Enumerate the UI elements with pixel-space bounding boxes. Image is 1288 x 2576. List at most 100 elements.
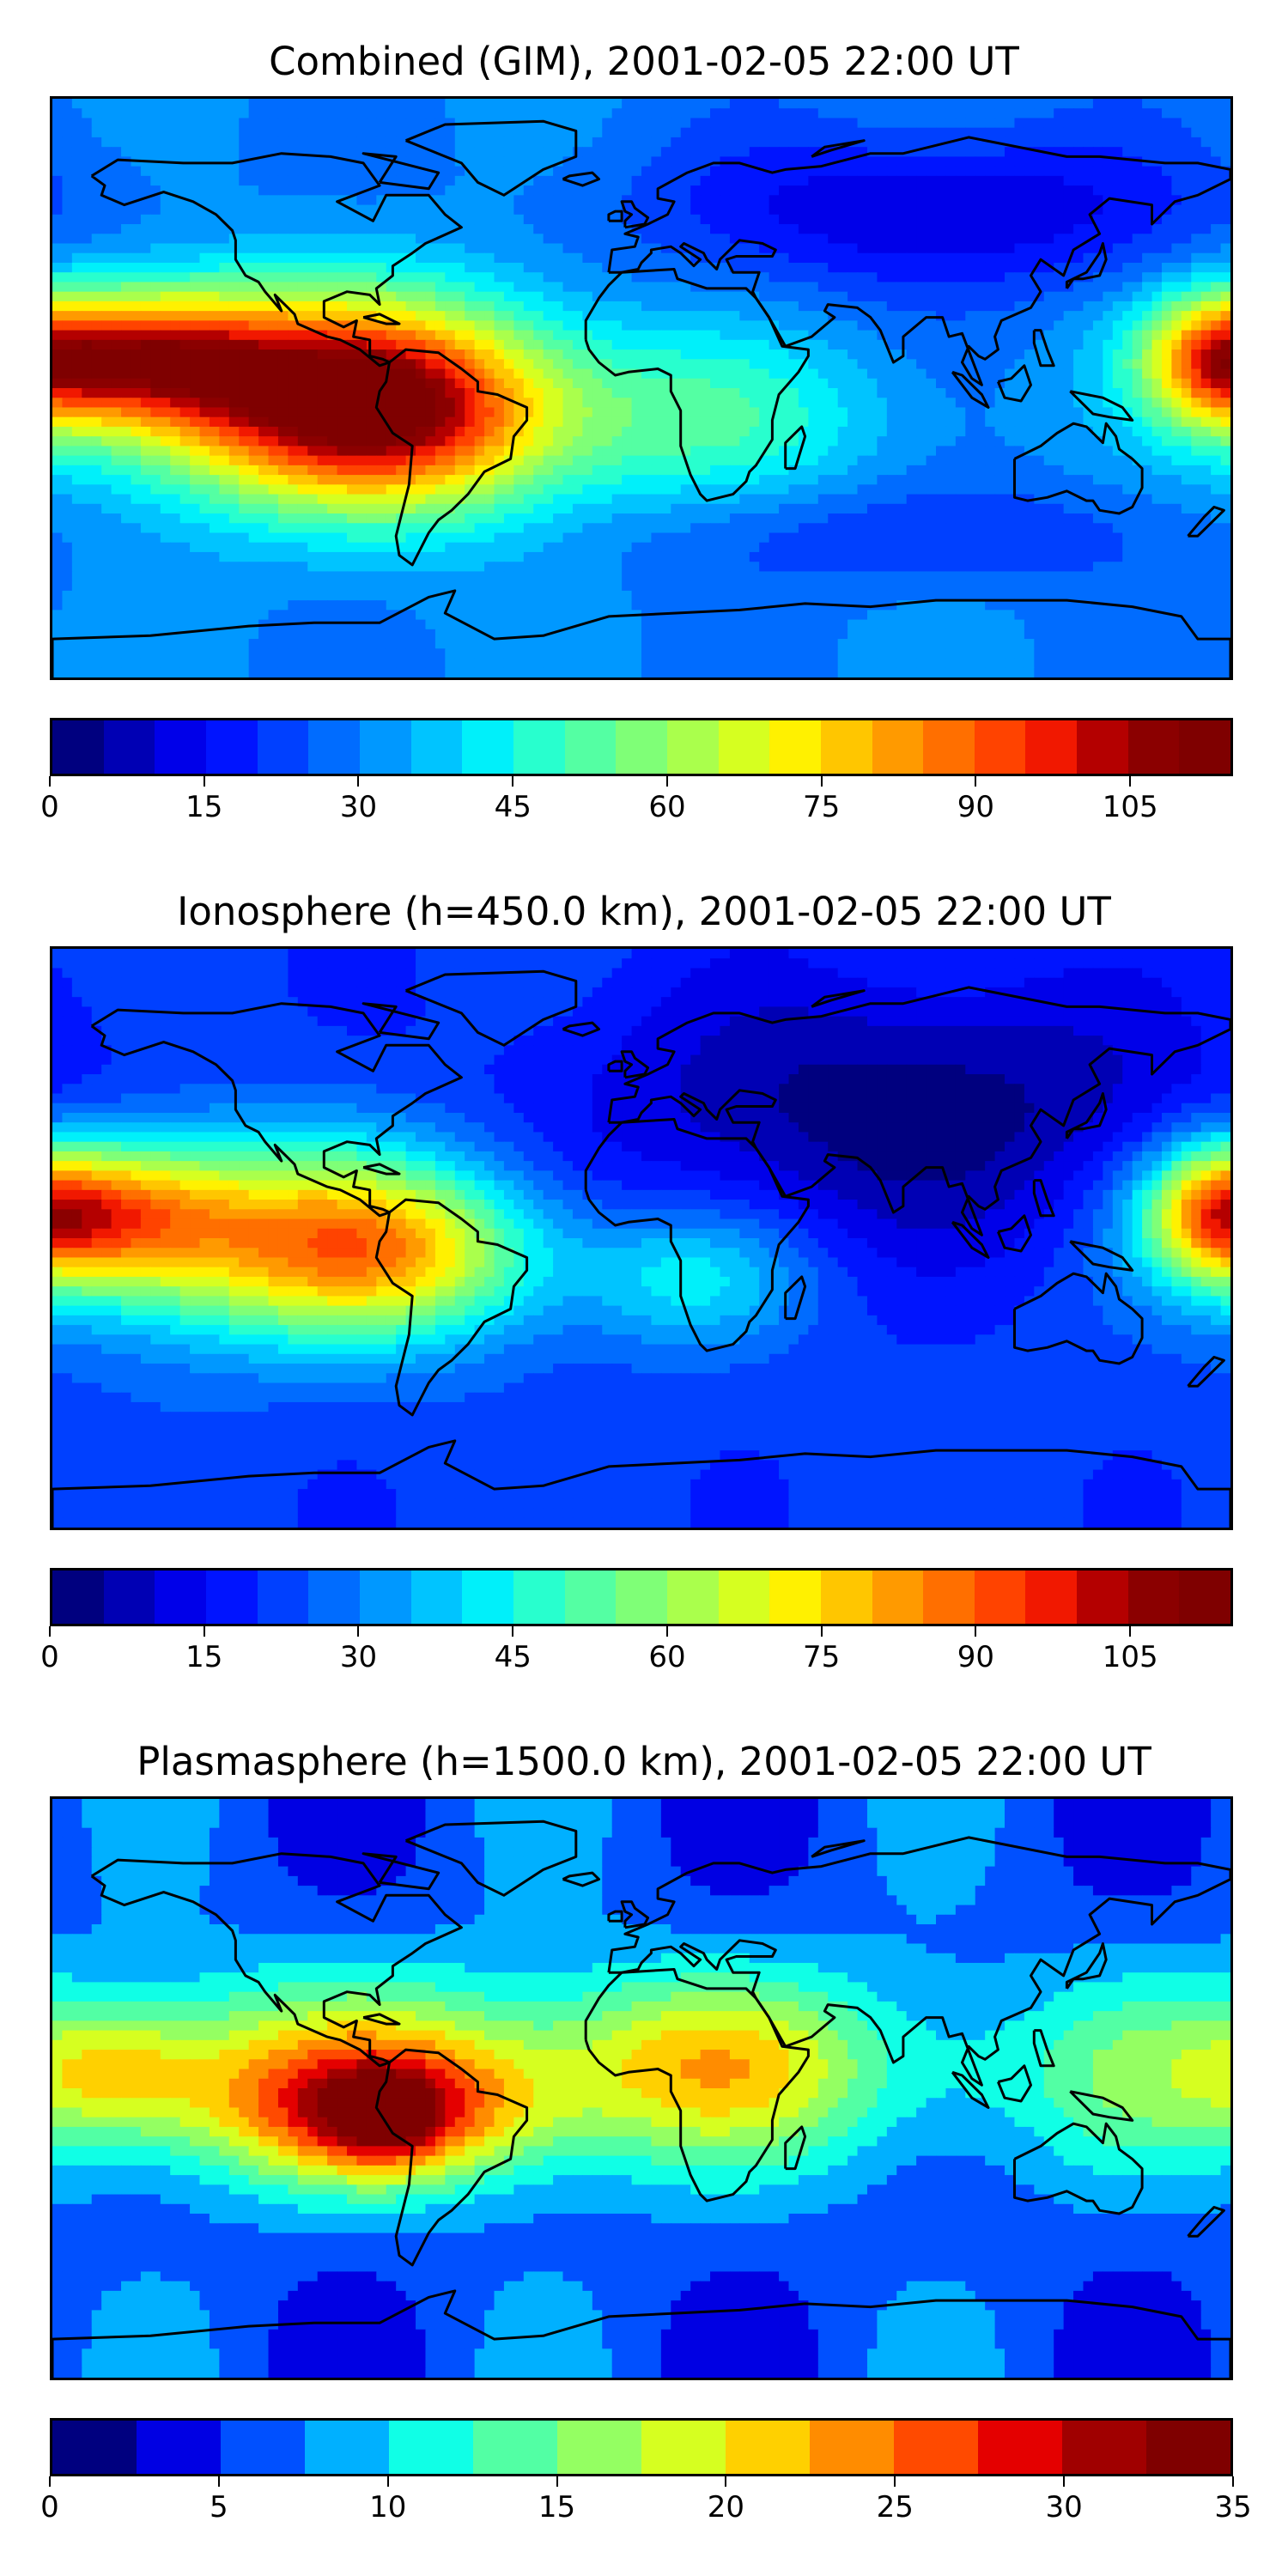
- coastline-eurasia: [607, 1836, 1230, 2087]
- colorbar-segment: [974, 720, 1026, 774]
- colorbar-segment: [820, 1571, 872, 1624]
- colorbar-segment: [1062, 2421, 1146, 2474]
- coastline-iceland: [562, 1021, 600, 1037]
- coastline-new-guinea: [1069, 2090, 1134, 2122]
- colorbar-segment: [1025, 720, 1078, 774]
- colorbar-segment: [923, 1571, 975, 1624]
- colorbar-segment: [103, 720, 155, 774]
- panel-2-title: Ionosphere (h=450.0 km), 2001-02-05 22:0…: [0, 888, 1288, 936]
- coastline-uk: [620, 1900, 650, 1929]
- coastline-philippines: [1032, 329, 1055, 368]
- colorbar-segment: [389, 2421, 473, 2474]
- colorbar-segment: [1179, 720, 1230, 774]
- coastline-philippines: [1032, 2029, 1055, 2068]
- coastline-australia: [1013, 422, 1144, 515]
- colorbar-segment: [1127, 720, 1180, 774]
- coastline-madagascar: [784, 425, 807, 471]
- colorbar-segment: [103, 1571, 155, 1624]
- colorbar-tick-label: 75: [770, 790, 873, 824]
- coastline-sumatra: [951, 2070, 990, 2109]
- coastline-iceland: [562, 1871, 600, 1887]
- coastline-philippines: [1032, 1179, 1055, 1218]
- colorbar-segment: [257, 720, 309, 774]
- coastline-baffin: [361, 1002, 440, 1041]
- coastline-sumatra: [951, 370, 990, 409]
- colorbar-segment: [257, 1571, 309, 1624]
- colorbar-segment: [221, 2421, 305, 2474]
- coastline-new-guinea: [1069, 1240, 1134, 1272]
- coastline-japan: [1065, 242, 1108, 289]
- colorbar-segment: [769, 1571, 821, 1624]
- coastline-madagascar: [784, 1275, 807, 1321]
- coastline-uk: [620, 200, 650, 229]
- colorbar-tick-label: 105: [1078, 1640, 1182, 1674]
- coastline-ireland: [607, 1060, 623, 1072]
- coastline-japan: [1065, 1092, 1108, 1139]
- coastline-south-america: [374, 1198, 529, 1417]
- colorbar-segment: [1025, 1571, 1078, 1624]
- coastline-north-america: [90, 152, 463, 368]
- colorbar-segment: [564, 1571, 617, 1624]
- colorbar-segment: [666, 1571, 719, 1624]
- coastline-baffin: [361, 1852, 440, 1891]
- coastline-south-america: [374, 348, 529, 567]
- coastline-australia: [1013, 2122, 1144, 2215]
- colorbar-segment: [641, 2421, 726, 2474]
- coastline-greenland: [405, 969, 578, 1047]
- colorbar-segment: [820, 720, 872, 774]
- coastline-south-america: [374, 2048, 529, 2267]
- coastline-cuba: [362, 2013, 401, 2026]
- colorbar-tick-label: 75: [770, 1640, 873, 1674]
- colorbar-segment: [726, 2421, 810, 2474]
- colorbar-segment: [359, 1571, 411, 1624]
- colorbar-tick-label: 25: [843, 2490, 946, 2524]
- colorbar-segment: [1179, 1571, 1230, 1624]
- colorbar-segment: [137, 2421, 221, 2474]
- colorbar-segment: [616, 1571, 667, 1624]
- colorbar-segment: [462, 1571, 513, 1624]
- colorbar-segment: [872, 1571, 924, 1624]
- coastline-svalbard-nz: [811, 1839, 866, 1858]
- coastline-baffin: [361, 152, 440, 191]
- colorbar-segment: [616, 720, 667, 774]
- coastline-antarctica: [52, 589, 1230, 677]
- map-field: [52, 949, 1230, 1528]
- coastline-new-guinea: [1069, 390, 1134, 422]
- colorbar-segment: [718, 1571, 770, 1624]
- colorbar-tick-label: 60: [616, 1640, 719, 1674]
- coastline-eurasia: [607, 986, 1230, 1236]
- colorbar-segment: [1146, 2421, 1230, 2474]
- colorbar-segment: [718, 720, 770, 774]
- colorbar-tick-label: 15: [506, 2490, 609, 2524]
- colorbar-segment: [52, 1571, 104, 1624]
- coastline-africa: [584, 1968, 810, 2202]
- colorbar-tick-label: 20: [674, 2490, 777, 2524]
- coastline-greenland: [405, 119, 578, 197]
- coastline-cuba: [362, 1163, 401, 1176]
- panel-1-colorbar: [50, 718, 1233, 776]
- coastline-ireland: [607, 1910, 623, 1923]
- colorbar-segment: [1077, 1571, 1128, 1624]
- coastline-antarctica: [52, 2289, 1230, 2378]
- colorbar-tick-label: 60: [616, 790, 719, 824]
- panel-1-colorbar-ticks: 0 15 30 45 60 75 90 105: [40, 776, 1233, 828]
- coastline-north-america: [90, 1002, 463, 1218]
- colorbar-tick-label: 15: [153, 790, 256, 824]
- colorbar-segment: [410, 1571, 463, 1624]
- map-field: [52, 1799, 1230, 2378]
- coastline-borneo: [997, 2064, 1032, 2103]
- map-field: [52, 99, 1230, 677]
- colorbar-segment: [359, 720, 411, 774]
- colorbar-segment: [1127, 1571, 1180, 1624]
- coastline-madagascar: [784, 2125, 807, 2171]
- colorbar-segment: [923, 720, 975, 774]
- panel-3-map: [50, 1796, 1233, 2380]
- coastline-australia: [1013, 1272, 1144, 1365]
- colorbar-tick-label: 10: [337, 2490, 440, 2524]
- colorbar-tick-label: 30: [1012, 2490, 1115, 2524]
- colorbar-segment: [557, 2421, 641, 2474]
- colorbar-tick-label: 45: [461, 790, 564, 824]
- coastline-iceland: [562, 171, 600, 187]
- colorbar-segment: [205, 720, 258, 774]
- colorbar-segment: [308, 1571, 360, 1624]
